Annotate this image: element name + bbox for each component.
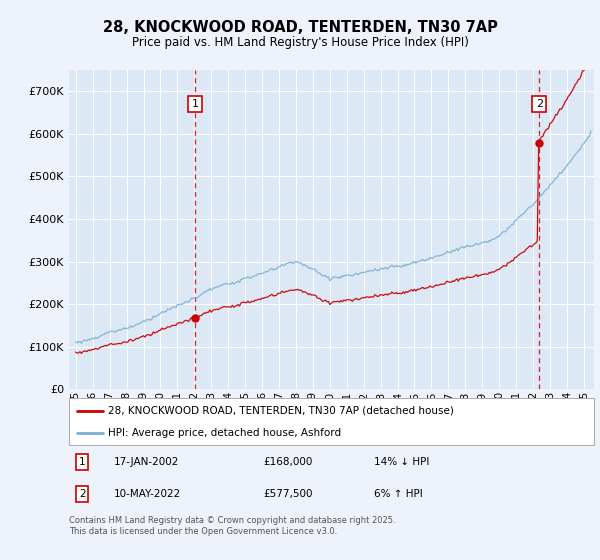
Text: 1: 1: [191, 99, 199, 109]
Text: 17-JAN-2002: 17-JAN-2002: [113, 457, 179, 467]
Text: 10-MAY-2022: 10-MAY-2022: [113, 489, 181, 500]
Text: 14% ↓ HPI: 14% ↓ HPI: [373, 457, 429, 467]
Text: Contains HM Land Registry data © Crown copyright and database right 2025.
This d: Contains HM Land Registry data © Crown c…: [69, 516, 395, 536]
Text: 1: 1: [79, 457, 85, 467]
Text: £577,500: £577,500: [263, 489, 313, 500]
Text: 28, KNOCKWOOD ROAD, TENTERDEN, TN30 7AP (detached house): 28, KNOCKWOOD ROAD, TENTERDEN, TN30 7AP …: [109, 406, 454, 416]
Text: £168,000: £168,000: [263, 457, 313, 467]
Text: 28, KNOCKWOOD ROAD, TENTERDEN, TN30 7AP: 28, KNOCKWOOD ROAD, TENTERDEN, TN30 7AP: [103, 20, 497, 35]
Text: 2: 2: [79, 489, 85, 500]
Text: 6% ↑ HPI: 6% ↑ HPI: [373, 489, 422, 500]
Text: Price paid vs. HM Land Registry's House Price Index (HPI): Price paid vs. HM Land Registry's House …: [131, 36, 469, 49]
Text: 2: 2: [536, 99, 543, 109]
Text: HPI: Average price, detached house, Ashford: HPI: Average price, detached house, Ashf…: [109, 428, 341, 438]
